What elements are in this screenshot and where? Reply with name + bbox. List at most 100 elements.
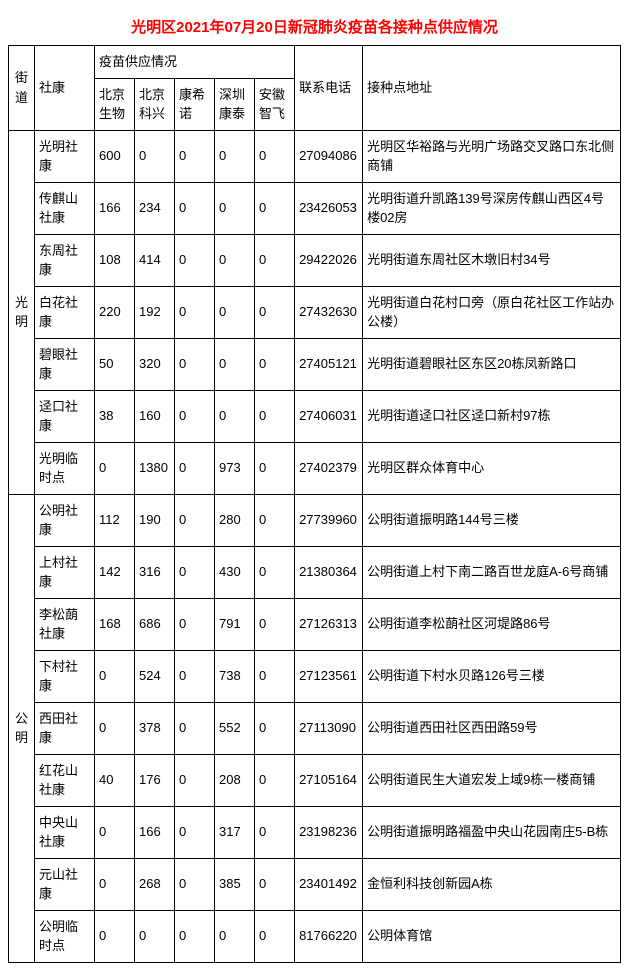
header-v3: 康希诺 <box>175 78 215 130</box>
street-cell: 光明 <box>9 130 35 494</box>
phone-cell: 23401492 <box>295 858 363 910</box>
vaccine-count-cell: 0 <box>175 598 215 650</box>
vaccine-count-cell: 166 <box>95 182 135 234</box>
phone-cell: 81766220 <box>295 910 363 962</box>
vaccine-count-cell: 738 <box>215 650 255 702</box>
address-cell: 公明街道振明路福盈中央山花园南庄5-B栋 <box>363 806 621 858</box>
vaccine-count-cell: 0 <box>255 130 295 182</box>
vaccine-count-cell: 0 <box>255 546 295 598</box>
vaccine-count-cell: 414 <box>135 234 175 286</box>
phone-cell: 27113090 <box>295 702 363 754</box>
vaccine-count-cell: 220 <box>95 286 135 338</box>
vaccine-count-cell: 0 <box>215 910 255 962</box>
phone-cell: 27405121 <box>295 338 363 390</box>
address-cell: 公明街道上村下南二路百世龙庭A-6号商铺 <box>363 546 621 598</box>
header-clinic: 社康 <box>35 46 95 131</box>
vaccine-count-cell: 112 <box>95 494 135 546</box>
table-row: 光明光明社康600000027094086光明区华裕路与光明广场路交叉路口东北侧… <box>9 130 621 182</box>
address-cell: 光明街道碧眼社区东区20栋凤新路口 <box>363 338 621 390</box>
vaccine-count-cell: 378 <box>135 702 175 754</box>
table-row: 碧眼社康5032000027405121光明街道碧眼社区东区20栋凤新路口 <box>9 338 621 390</box>
vaccine-count-cell: 0 <box>95 650 135 702</box>
address-cell: 公明街道西田社区西田路59号 <box>363 702 621 754</box>
vaccine-count-cell: 0 <box>175 390 215 442</box>
clinic-cell: 下村社康 <box>35 650 95 702</box>
vaccine-count-cell: 600 <box>95 130 135 182</box>
page-title: 光明区2021年07月20日新冠肺炎疫苗各接种点供应情况 <box>8 8 621 45</box>
vaccine-count-cell: 0 <box>255 182 295 234</box>
vaccine-count-cell: 686 <box>135 598 175 650</box>
vaccine-count-cell: 0 <box>175 650 215 702</box>
table-row: 元山社康02680385023401492金恒利科技创新园A栋 <box>9 858 621 910</box>
vaccine-count-cell: 791 <box>215 598 255 650</box>
vaccine-count-cell: 234 <box>135 182 175 234</box>
clinic-cell: 光明临时点 <box>35 442 95 494</box>
address-cell: 光明街道迳口社区迳口新村97栋 <box>363 390 621 442</box>
vaccine-count-cell: 385 <box>215 858 255 910</box>
vaccine-count-cell: 0 <box>175 806 215 858</box>
phone-cell: 27094086 <box>295 130 363 182</box>
table-row: 东周社康10841400029422026光明街道东周社区木墩旧村34号 <box>9 234 621 286</box>
address-cell: 光明区群众体育中心 <box>363 442 621 494</box>
vaccine-count-cell: 0 <box>175 494 215 546</box>
table-row: 公明公明社康1121900280027739960公明街道振明路144号三楼 <box>9 494 621 546</box>
clinic-cell: 西田社康 <box>35 702 95 754</box>
address-cell: 公明街道李松蓢社区河堤路86号 <box>363 598 621 650</box>
vaccine-count-cell: 142 <box>95 546 135 598</box>
phone-cell: 29422026 <box>295 234 363 286</box>
vaccine-count-cell: 168 <box>95 598 135 650</box>
vaccine-count-cell: 0 <box>215 182 255 234</box>
vaccine-count-cell: 0 <box>175 702 215 754</box>
vaccine-count-cell: 268 <box>135 858 175 910</box>
phone-cell: 23198236 <box>295 806 363 858</box>
vaccine-count-cell: 0 <box>255 442 295 494</box>
table-row: 公明临时点0000081766220公明体育馆 <box>9 910 621 962</box>
address-cell: 光明街道升凯路139号深房传麒山西区4号楼02房 <box>363 182 621 234</box>
vaccine-count-cell: 0 <box>95 442 135 494</box>
vaccine-count-cell: 0 <box>255 806 295 858</box>
clinic-cell: 李松蓢社康 <box>35 598 95 650</box>
phone-cell: 27105164 <box>295 754 363 806</box>
header-phone: 联系电话 <box>295 46 363 131</box>
clinic-cell: 公明临时点 <box>35 910 95 962</box>
vaccine-count-cell: 190 <box>135 494 175 546</box>
phone-cell: 27432630 <box>295 286 363 338</box>
phone-cell: 27739960 <box>295 494 363 546</box>
header-v1: 北京生物 <box>95 78 135 130</box>
vaccine-count-cell: 0 <box>95 910 135 962</box>
vaccine-count-cell: 0 <box>175 234 215 286</box>
header-v2: 北京科兴 <box>135 78 175 130</box>
phone-cell: 21380364 <box>295 546 363 598</box>
vaccine-count-cell: 0 <box>175 442 215 494</box>
vaccine-count-cell: 280 <box>215 494 255 546</box>
vaccine-count-cell: 0 <box>95 702 135 754</box>
vaccine-count-cell: 0 <box>175 286 215 338</box>
clinic-cell: 迳口社康 <box>35 390 95 442</box>
header-address: 接种点地址 <box>363 46 621 131</box>
address-cell: 金恒利科技创新园A栋 <box>363 858 621 910</box>
table-body: 光明光明社康600000027094086光明区华裕路与光明广场路交叉路口东北侧… <box>9 130 621 962</box>
table-row: 李松蓢社康1686860791027126313公明街道李松蓢社区河堤路86号 <box>9 598 621 650</box>
clinic-cell: 红花山社康 <box>35 754 95 806</box>
vaccine-count-cell: 108 <box>95 234 135 286</box>
vaccine-count-cell: 0 <box>255 702 295 754</box>
phone-cell: 27123561 <box>295 650 363 702</box>
phone-cell: 27406031 <box>295 390 363 442</box>
vaccine-count-cell: 0 <box>175 130 215 182</box>
phone-cell: 23426053 <box>295 182 363 234</box>
vaccine-count-cell: 0 <box>175 910 215 962</box>
vaccine-count-cell: 166 <box>135 806 175 858</box>
table-row: 迳口社康3816000027406031光明街道迳口社区迳口新村97栋 <box>9 390 621 442</box>
clinic-cell: 中央山社康 <box>35 806 95 858</box>
vaccine-count-cell: 38 <box>95 390 135 442</box>
vaccine-count-cell: 0 <box>215 130 255 182</box>
vaccine-count-cell: 176 <box>135 754 175 806</box>
vaccine-count-cell: 0 <box>95 806 135 858</box>
clinic-cell: 白花社康 <box>35 286 95 338</box>
vaccine-count-cell: 0 <box>255 234 295 286</box>
clinic-cell: 公明社康 <box>35 494 95 546</box>
address-cell: 公明街道振明路144号三楼 <box>363 494 621 546</box>
header-supply-group: 疫苗供应情况 <box>95 46 295 79</box>
clinic-cell: 光明社康 <box>35 130 95 182</box>
clinic-cell: 传麒山社康 <box>35 182 95 234</box>
